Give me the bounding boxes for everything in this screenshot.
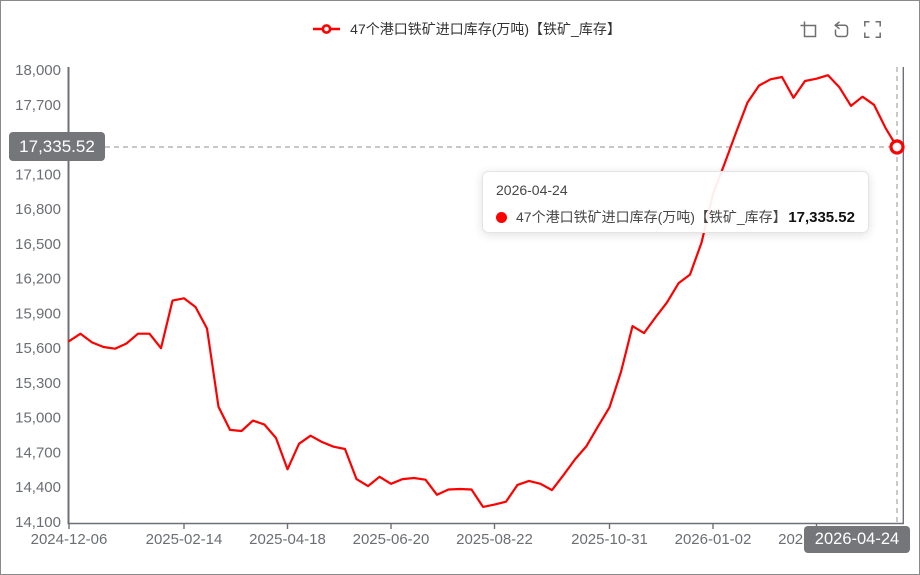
fullscreen-icon[interactable] (864, 21, 881, 38)
y-axis-tick-label: 16,200 (15, 271, 61, 288)
x-axis-tick-label: 2025-10-31 (571, 531, 648, 548)
y-axis-tick-label: 17,100 (15, 166, 61, 183)
y-axis-tick-label: 16,800 (15, 201, 61, 218)
x-axis-tick-label: 2025-08-22 (456, 531, 533, 548)
highlight-point-marker (889, 139, 905, 155)
y-axis-tick-label: 15,000 (15, 410, 61, 427)
y-axis-tick-label: 15,600 (15, 340, 61, 357)
toolbox (800, 21, 881, 38)
x-axis-tick-label: 2025-06-20 (353, 531, 430, 548)
tooltip: 2026-04-24 47个港口铁矿进口库存(万吨)【铁矿_库存】 17,335… (482, 171, 869, 233)
y-axis-tick-label: 18,000 (15, 62, 61, 79)
series-line (67, 74, 899, 508)
x-axis-tick-label: 2025-02-14 (146, 531, 223, 548)
y-axis-tick-label: 14,100 (15, 514, 61, 531)
tooltip-series-row: 47个港口铁矿进口库存(万吨)【铁矿_库存】 17,335.52 (496, 207, 856, 227)
legend-item[interactable]: 47个港口铁矿进口库存(万吨)【铁矿_库存】 (1, 19, 919, 39)
tooltip-series-dot-icon (496, 211, 507, 223)
x-axis-tick-label: 2026-01-02 (675, 531, 752, 548)
box-zoom-icon[interactable] (800, 21, 817, 38)
legend-label: 47个港口铁矿进口库存(万吨)【铁矿_库存】 (350, 21, 621, 37)
tooltip-series-value: 17,335.52 (788, 208, 855, 226)
legend-line-marker-icon (313, 24, 341, 34)
tooltip-series-label: 47个港口铁矿进口库存(万吨)【铁矿_库存】 (516, 209, 787, 225)
y-axis-pointer-badge: 17,335.52 (9, 132, 105, 161)
restore-icon[interactable] (832, 21, 849, 38)
y-axis-tick-label: 15,900 (15, 305, 61, 322)
y-axis-tick-label: 14,700 (15, 444, 61, 461)
x-axis-tick-label: 2025-04-18 (249, 531, 326, 548)
y-axis-tick-label: 16,500 (15, 236, 61, 253)
x-axis-tick-label: 2024-12-06 (31, 531, 108, 548)
y-axis-tick-label: 17,700 (15, 97, 61, 114)
x-axis-pointer-badge: 2026-04-24 (804, 526, 910, 553)
y-axis-tick-label: 15,300 (15, 375, 61, 392)
y-axis-tick-label: 14,400 (15, 479, 61, 496)
tooltip-date: 2026-04-24 (496, 182, 568, 198)
